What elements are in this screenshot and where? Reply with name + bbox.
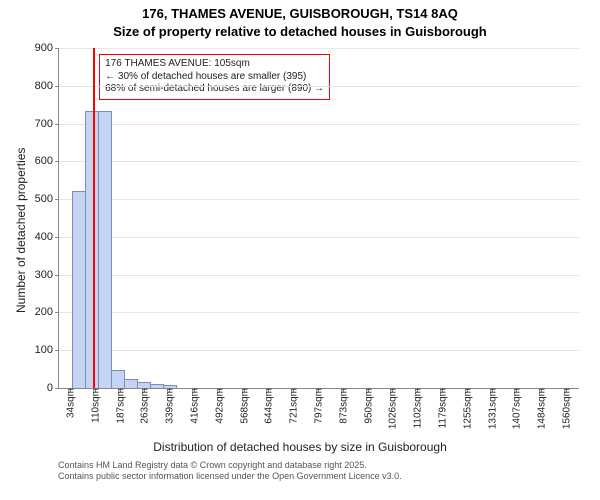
gridline xyxy=(59,161,579,162)
x-tick-label: 416sqm xyxy=(188,388,201,424)
x-tick-label: 339sqm xyxy=(163,388,176,424)
x-tick-label: 1179sqm xyxy=(436,388,449,428)
y-tick-label: 800 xyxy=(35,80,59,92)
x-tick-label: 721sqm xyxy=(287,388,300,424)
highlight-marker-line xyxy=(93,48,95,388)
x-tick-label: 263sqm xyxy=(138,388,151,424)
y-tick-label: 400 xyxy=(35,231,59,243)
x-tick-label: 187sqm xyxy=(113,388,126,424)
y-axis-label: Number of detached properties xyxy=(14,148,28,313)
histogram-bar xyxy=(85,111,99,388)
x-tick-label: 1331sqm xyxy=(485,388,498,429)
footer-line: Contains public sector information licen… xyxy=(58,471,402,482)
chart-annotation-box: 176 THAMES AVENUE: 105sqm ← 30% of detac… xyxy=(99,54,330,100)
histogram-bar xyxy=(72,191,86,388)
y-tick-label: 0 xyxy=(47,382,59,394)
gridline xyxy=(59,199,579,200)
gridline xyxy=(59,350,579,351)
x-tick-label: 492sqm xyxy=(212,388,225,424)
histogram-bar xyxy=(124,379,138,388)
annotation-line: 176 THAMES AVENUE: 105sqm xyxy=(105,58,324,71)
gridline xyxy=(59,124,579,125)
y-tick-label: 300 xyxy=(35,269,59,281)
gridline xyxy=(59,48,579,49)
x-tick-label: 1407sqm xyxy=(510,388,523,429)
y-tick-label: 700 xyxy=(35,118,59,130)
x-tick-label: 1102sqm xyxy=(411,388,424,428)
x-tick-label: 34sqm xyxy=(64,388,77,418)
y-tick-label: 200 xyxy=(35,306,59,318)
gridline xyxy=(59,312,579,313)
x-tick-label: 873sqm xyxy=(336,388,349,424)
y-tick-label: 500 xyxy=(35,193,59,205)
x-tick-label: 1560sqm xyxy=(560,388,573,429)
footer-attribution: Contains HM Land Registry data © Crown c… xyxy=(58,460,402,482)
x-axis-label: Distribution of detached houses by size … xyxy=(0,440,600,454)
footer-line: Contains HM Land Registry data © Crown c… xyxy=(58,460,402,471)
page-title-line2: Size of property relative to detached ho… xyxy=(0,24,600,39)
chart-plot-area: 176 THAMES AVENUE: 105sqm ← 30% of detac… xyxy=(58,48,579,389)
histogram-bar xyxy=(111,370,125,388)
x-tick-label: 568sqm xyxy=(237,388,250,424)
y-tick-label: 900 xyxy=(35,42,59,54)
x-tick-label: 950sqm xyxy=(361,388,374,424)
gridline xyxy=(59,275,579,276)
gridline xyxy=(59,237,579,238)
x-tick-label: 1255sqm xyxy=(460,388,473,429)
gridline xyxy=(59,86,579,87)
y-tick-label: 600 xyxy=(35,155,59,167)
x-tick-label: 1026sqm xyxy=(386,388,399,429)
histogram-bar xyxy=(98,111,112,388)
x-tick-label: 1484sqm xyxy=(535,388,548,429)
x-tick-label: 797sqm xyxy=(312,388,325,424)
page-title-line1: 176, THAMES AVENUE, GUISBOROUGH, TS14 8A… xyxy=(0,6,600,21)
x-tick-label: 644sqm xyxy=(262,388,275,424)
x-tick-label: 110sqm xyxy=(88,388,101,423)
annotation-line: ← 30% of detached houses are smaller (39… xyxy=(105,71,324,84)
y-tick-label: 100 xyxy=(35,344,59,356)
